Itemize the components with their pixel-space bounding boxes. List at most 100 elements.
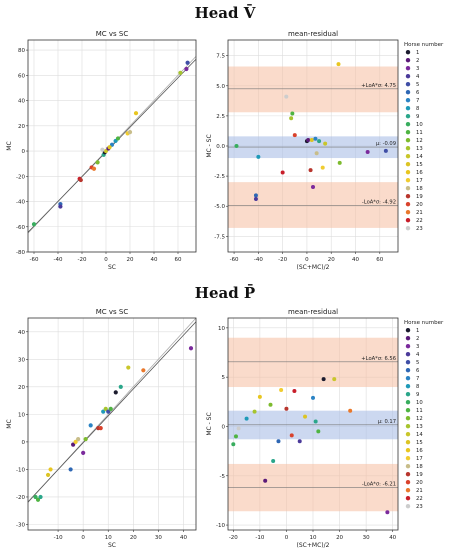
legend-marker	[405, 408, 411, 413]
legend-marker	[405, 392, 411, 397]
ba-1-title: mean-residual	[288, 30, 338, 38]
ba-1-xtick-label: 0	[305, 257, 309, 263]
regression-line	[27, 321, 197, 503]
data-point	[107, 145, 112, 150]
data-point	[184, 66, 189, 72]
upper-loa-band	[228, 337, 398, 388]
legend-label: 2	[416, 336, 419, 342]
ba-2-ytick-label: 5	[222, 375, 226, 381]
scatter-1-ytick-label: -20	[16, 174, 25, 180]
ba-2-xtick-label: -20	[229, 535, 238, 541]
data-point	[101, 409, 106, 414]
figure-title-2: Head P̄	[194, 284, 256, 302]
data-point	[320, 165, 325, 170]
ba-2-xtick-label: 0	[285, 535, 289, 541]
legend-label: 14	[416, 432, 423, 438]
data-point	[289, 433, 294, 438]
data-point	[33, 494, 38, 500]
mean-label: μ: -0.09	[376, 141, 396, 147]
data-point	[290, 111, 295, 116]
data-point	[106, 409, 111, 414]
data-point	[284, 94, 289, 99]
legend-marker	[405, 496, 411, 501]
ba-1-xtick-label: -60	[230, 257, 239, 263]
data-point	[68, 467, 73, 472]
legend-label: 22	[416, 496, 423, 502]
data-point	[231, 442, 236, 447]
scatter-1-xtick-label: 20	[127, 257, 134, 263]
ba-1-panel: -60 -40 -20 0 20 40 60 -7.5 -5.0 -2.5 0.0 2.5 5.0 7.5…	[206, 30, 399, 271]
scatter-2-xtick-label: 10	[105, 535, 112, 541]
legend-marker	[405, 58, 411, 63]
scatter-1-title: MC vs SC	[96, 30, 129, 38]
legend-marker	[405, 66, 411, 71]
data-point	[337, 160, 342, 165]
ba-1-ytick-label: 7.5	[216, 54, 225, 60]
data-point	[348, 408, 353, 413]
data-point	[141, 368, 146, 373]
legend-label: 9	[416, 114, 419, 120]
scatter-1-xtick-label: -60	[30, 257, 39, 263]
data-point	[48, 467, 53, 472]
data-point	[308, 168, 313, 173]
legend-1: Horse number1234567891011121314151617181…	[404, 42, 444, 232]
legend-2: Horse number1234567891011121314151617181…	[404, 320, 444, 510]
scatter-1-xtick-label: 40	[151, 257, 158, 263]
data-point	[236, 426, 241, 431]
scatter-2-xtick-label: 20	[130, 535, 137, 541]
legend-marker	[405, 170, 411, 175]
legend-label: 14	[416, 154, 423, 160]
data-point	[252, 409, 257, 414]
legend-marker	[405, 178, 411, 183]
legend-label: 1	[416, 328, 419, 334]
legend-label: 11	[416, 130, 423, 136]
data-point	[256, 154, 261, 159]
data-point	[78, 177, 83, 183]
data-point	[284, 406, 289, 411]
ba-2-xtick-label: -10	[255, 535, 264, 541]
data-point	[271, 458, 276, 463]
data-point	[306, 137, 311, 142]
ba-1-xtick-label: 60	[376, 257, 383, 263]
scatter-1-ytick-label: 80	[18, 48, 25, 54]
legend-marker	[405, 106, 411, 111]
ba-2-ytick-label: 0	[222, 424, 226, 430]
scatter-2-xtick-label: 30	[155, 535, 162, 541]
ba-2-ytick-label: -5	[220, 474, 226, 480]
scatter-1-ytick-label: 60	[18, 73, 25, 79]
legend-label: 3	[416, 66, 419, 72]
data-point	[83, 437, 88, 442]
legend-marker	[405, 186, 411, 191]
ba-2-panel: -20 -10 0 10 20 30 40 -10 -5 0 5 10 +LoA*σ: 6.56 μ: 0…	[206, 308, 399, 549]
ba-2-ylabel: MC - SC	[206, 412, 213, 435]
scatter-2-frame	[27, 317, 197, 531]
legend-label: 4	[416, 74, 420, 80]
ba-2-xlabel: (SC+MC)/2	[297, 542, 330, 549]
legend-label: 7	[416, 98, 419, 104]
legend-marker	[405, 130, 411, 135]
legend-marker	[405, 456, 411, 461]
ba-2-xtick-label: 40	[389, 535, 396, 541]
legend-marker	[405, 352, 411, 357]
data-point	[323, 141, 328, 146]
data-point	[188, 346, 194, 351]
ba-1-frame	[227, 39, 399, 253]
scatter-1-ytick-label: 0	[22, 149, 26, 155]
ba-1-ytick-label: 5.0	[216, 84, 225, 90]
data-point	[365, 150, 370, 155]
legend-label: 19	[416, 472, 423, 478]
legend-label: 12	[416, 416, 423, 422]
ba-1-ylabel: MC - SC	[206, 134, 213, 157]
scatter-1-ytick-label: -40	[16, 200, 25, 206]
data-point	[88, 423, 93, 428]
data-point	[279, 387, 284, 392]
legend-marker	[405, 376, 411, 381]
ba-2-frame	[227, 317, 399, 531]
legend-label: 17	[416, 456, 423, 462]
lower-loa-label: -LoA*σ: -4.92	[362, 199, 396, 205]
data-point	[244, 416, 249, 421]
data-point	[311, 184, 315, 189]
legend-marker	[405, 90, 411, 95]
data-point	[118, 384, 123, 389]
legend-marker	[405, 218, 411, 223]
